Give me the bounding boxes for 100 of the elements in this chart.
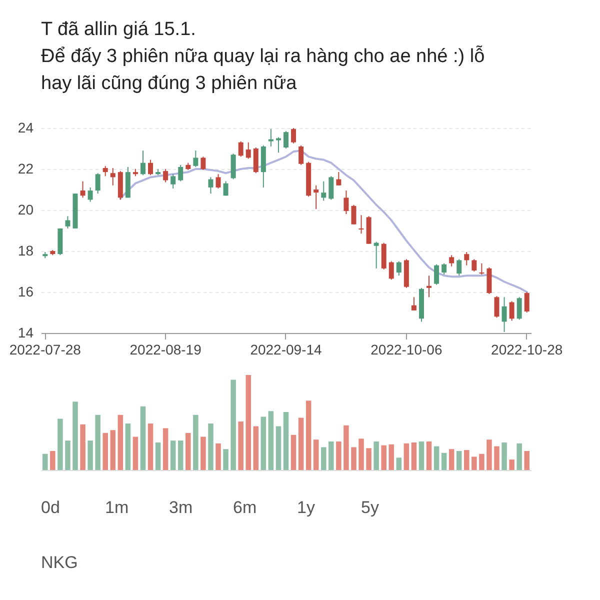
- bar: [494, 446, 500, 470]
- bar: [118, 414, 124, 470]
- bar: [170, 440, 176, 470]
- candlestick: [456, 258, 462, 276]
- x-tick-label: 2022-10-28: [491, 342, 563, 358]
- bar: [336, 442, 342, 470]
- bar: [162, 428, 168, 470]
- candlestick: [502, 296, 507, 332]
- bar: [358, 438, 364, 470]
- bar: [464, 450, 470, 470]
- candlestick: [351, 204, 356, 225]
- bar: [230, 380, 236, 470]
- bar: [260, 416, 266, 470]
- candlestick: [178, 164, 184, 182]
- candlestick: [479, 262, 484, 276]
- bar: [148, 423, 154, 470]
- bar: [246, 375, 251, 470]
- bar: [140, 406, 146, 470]
- bar: [516, 443, 522, 470]
- x-tick-label: 2022-08-19: [130, 342, 202, 358]
- candlestick: [374, 241, 379, 269]
- candlestick: [464, 252, 470, 266]
- bar: [216, 443, 221, 470]
- candlestick: [442, 262, 447, 276]
- bar: [290, 434, 296, 470]
- candlestick: [268, 128, 274, 147]
- bar: [374, 442, 379, 470]
- candlestick: [411, 296, 416, 311]
- text: 3m: [169, 498, 193, 517]
- bar: [276, 426, 282, 470]
- candlestick: [328, 176, 334, 200]
- bar: [351, 447, 356, 470]
- chart-title: T đã allin giá 15.1. Để đấy 3 phiên nữa quay lại ra hàng cho ae nhé :) lỗ hay lãi cũng đúng 3 phiên nữa: [41, 19, 485, 94]
- bar: [366, 448, 372, 470]
- candlestick: [238, 140, 244, 158]
- candlestick: [102, 165, 108, 177]
- bar: [95, 414, 100, 470]
- bar: [268, 411, 274, 470]
- text: 1y: [297, 498, 316, 517]
- candlestick: [140, 150, 146, 176]
- candlestick: [516, 296, 522, 320]
- bar: [441, 452, 447, 470]
- bar: [238, 422, 244, 470]
- candlestick: [509, 300, 514, 322]
- bar: [223, 449, 228, 470]
- bar: [80, 424, 86, 470]
- bar: [381, 445, 386, 470]
- bar: [50, 451, 56, 470]
- y-tick-label: 16: [18, 284, 34, 300]
- y-tick-label: 20: [18, 202, 34, 218]
- candlestick: [246, 142, 251, 160]
- bar: [418, 442, 424, 470]
- candlestick: [314, 184, 319, 210]
- bar: [321, 447, 326, 470]
- bar: [456, 451, 462, 470]
- bar: [344, 425, 349, 470]
- y-tick-label: 22: [18, 160, 34, 176]
- bar: [283, 412, 289, 470]
- bar: [186, 432, 191, 470]
- bar: [479, 454, 484, 470]
- bar: [396, 458, 402, 470]
- candlestick: [95, 172, 100, 194]
- bar: [178, 440, 184, 470]
- bar: [486, 440, 492, 470]
- y-tick-label: 18: [18, 242, 34, 258]
- text: NKG: [41, 553, 78, 572]
- text: 6m: [233, 498, 257, 517]
- bar: [472, 456, 477, 470]
- text: 0d: [41, 498, 60, 517]
- bar: [524, 451, 530, 470]
- text: 5y: [361, 498, 380, 517]
- candlestick: [230, 153, 236, 180]
- bar: [200, 436, 206, 470]
- text: 1m: [105, 498, 129, 517]
- candlestick: [472, 258, 477, 272]
- candlestick: [336, 172, 342, 186]
- bar: [298, 418, 304, 470]
- candlestick: [88, 186, 93, 202]
- bar: [125, 423, 131, 470]
- y-tick-label: 24: [18, 120, 34, 136]
- candlestick: [321, 180, 326, 202]
- x-tick-label: 2022-10-06: [370, 342, 442, 358]
- candlestick: [170, 174, 176, 189]
- candlestick: [216, 174, 221, 189]
- candlestick: [426, 275, 432, 298]
- bar: [88, 440, 93, 470]
- candlestick: [388, 260, 394, 280]
- candlestick: [163, 168, 168, 183]
- x-tick-label: 2022-09-14: [250, 342, 322, 358]
- candlestick: [434, 264, 440, 286]
- candlestick: [223, 180, 228, 196]
- candlestick: [494, 296, 500, 318]
- candlestick: [276, 136, 281, 154]
- bar: [434, 446, 440, 470]
- bar: [155, 442, 161, 470]
- bar: [58, 418, 63, 470]
- candlestick: [344, 190, 349, 215]
- y-tick-label: 14: [18, 324, 34, 340]
- bar: [328, 442, 334, 470]
- bar: [306, 400, 312, 470]
